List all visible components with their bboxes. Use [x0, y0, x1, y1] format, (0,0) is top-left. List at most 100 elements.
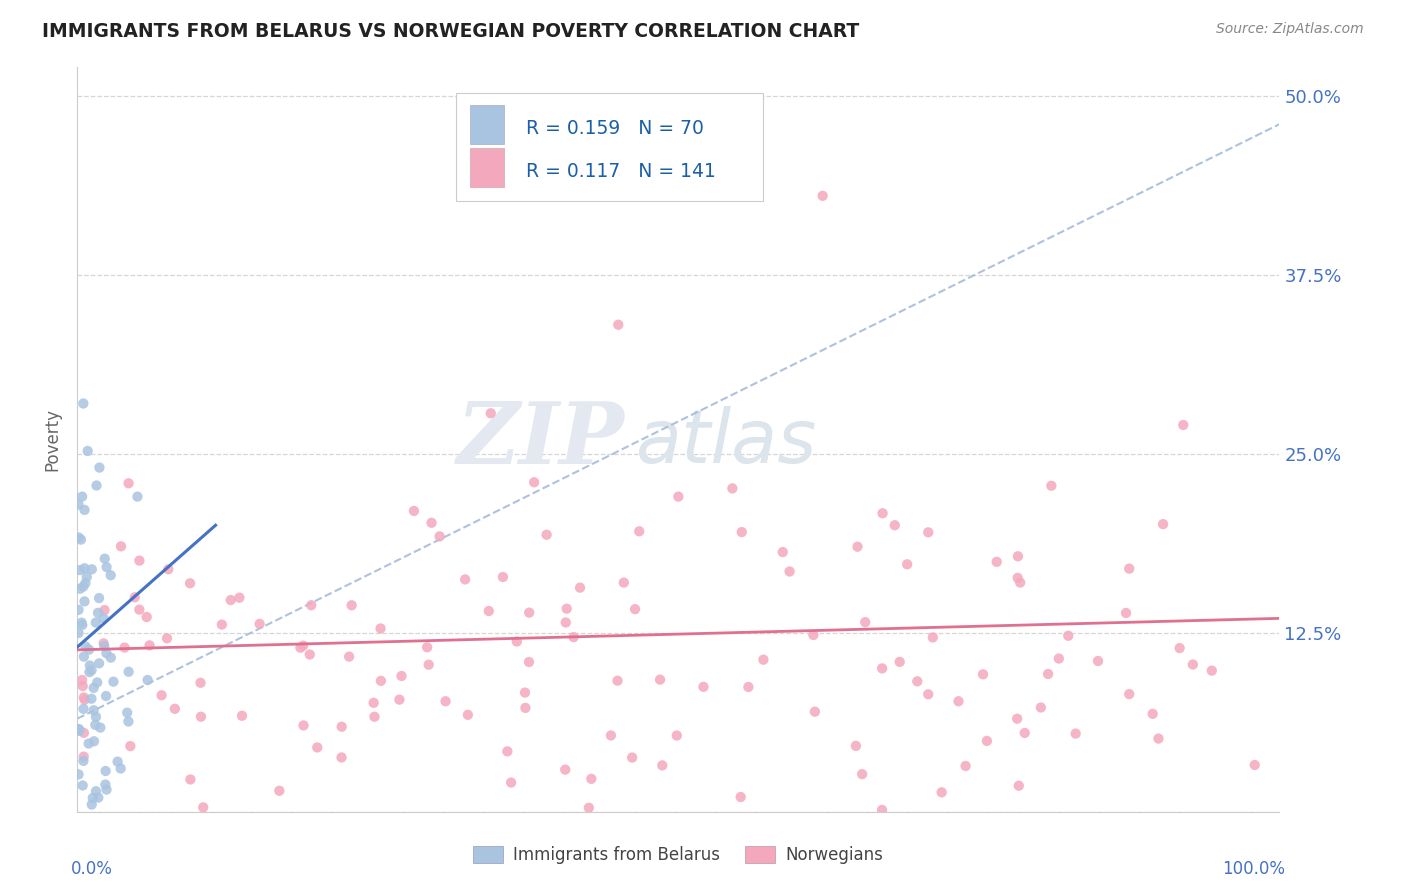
Point — [986, 555, 1008, 569]
Point — [79, 658, 101, 673]
Point — [1152, 517, 1174, 532]
Point — [219, 593, 242, 607]
Point — [492, 570, 515, 584]
Text: R = 0.117   N = 141: R = 0.117 N = 141 — [526, 161, 716, 181]
Point — [93, 639, 115, 653]
Point — [72, 618, 94, 632]
Point — [1115, 606, 1137, 620]
Point — [269, 784, 291, 798]
Point — [135, 610, 157, 624]
Point — [82, 791, 104, 805]
Point — [955, 759, 977, 773]
Point — [479, 406, 502, 420]
FancyBboxPatch shape — [456, 93, 762, 201]
Point — [418, 657, 440, 672]
Point — [731, 524, 754, 539]
Point — [72, 754, 94, 768]
Point — [628, 524, 651, 539]
Point — [1173, 417, 1195, 432]
Point — [77, 737, 100, 751]
Point — [496, 744, 519, 758]
Point — [1005, 712, 1028, 726]
Point — [554, 763, 576, 777]
Point — [67, 626, 90, 640]
Point — [896, 558, 918, 572]
Point — [150, 688, 173, 702]
Point — [87, 790, 110, 805]
Point — [1040, 479, 1063, 493]
Point — [607, 318, 630, 332]
Point — [1036, 667, 1059, 681]
Point — [803, 628, 825, 642]
Point — [72, 679, 94, 693]
Point — [1014, 726, 1036, 740]
Point — [84, 718, 107, 732]
Point — [420, 516, 443, 530]
Point — [72, 702, 94, 716]
Point — [606, 673, 628, 688]
Text: IMMIGRANTS FROM BELARUS VS NORWEGIAN POVERTY CORRELATION CHART: IMMIGRANTS FROM BELARUS VS NORWEGIAN POV… — [42, 22, 859, 41]
Point — [454, 573, 477, 587]
Point — [478, 604, 501, 618]
Point — [73, 561, 96, 575]
Point — [370, 673, 392, 688]
Point — [290, 640, 312, 655]
Point — [163, 702, 186, 716]
Point — [648, 673, 671, 687]
Point — [86, 478, 108, 492]
Point — [870, 803, 893, 817]
Point — [517, 606, 540, 620]
Point — [86, 675, 108, 690]
Point — [651, 758, 673, 772]
Point — [80, 663, 103, 677]
Point — [77, 642, 100, 657]
Point — [976, 734, 998, 748]
Point — [889, 655, 911, 669]
Point — [80, 691, 103, 706]
Point — [1008, 779, 1031, 793]
Point — [1064, 726, 1087, 740]
Point — [84, 615, 107, 630]
Point — [1047, 651, 1070, 665]
Point — [83, 734, 105, 748]
Point — [1168, 641, 1191, 656]
Point — [554, 615, 576, 630]
Point — [845, 739, 868, 753]
Point — [114, 640, 136, 655]
Point — [581, 772, 603, 786]
Point — [138, 639, 160, 653]
FancyBboxPatch shape — [471, 148, 505, 186]
Point — [69, 582, 91, 596]
Point — [730, 790, 752, 805]
Point — [179, 576, 201, 591]
Point — [80, 797, 103, 812]
Point — [811, 189, 834, 203]
Point — [457, 707, 479, 722]
Point — [370, 622, 392, 636]
Point — [1181, 657, 1204, 672]
Point — [1010, 575, 1032, 590]
Point — [110, 762, 132, 776]
Point — [83, 703, 105, 717]
Point — [190, 675, 212, 690]
Point — [402, 504, 425, 518]
Point — [772, 545, 794, 559]
Point — [692, 680, 714, 694]
Point — [73, 692, 96, 706]
Point — [89, 657, 111, 671]
Point — [846, 540, 869, 554]
Text: R = 0.159   N = 70: R = 0.159 N = 70 — [526, 120, 703, 138]
Point — [578, 801, 600, 815]
Point — [752, 653, 775, 667]
Point — [1029, 700, 1052, 714]
Point — [70, 673, 93, 687]
Point — [73, 726, 96, 740]
Point — [79, 665, 101, 679]
Point — [870, 661, 893, 675]
Text: 100.0%: 100.0% — [1222, 860, 1285, 878]
Point — [363, 696, 385, 710]
Point — [883, 518, 905, 533]
Point — [72, 580, 94, 594]
Point — [851, 767, 873, 781]
Point — [67, 723, 90, 738]
